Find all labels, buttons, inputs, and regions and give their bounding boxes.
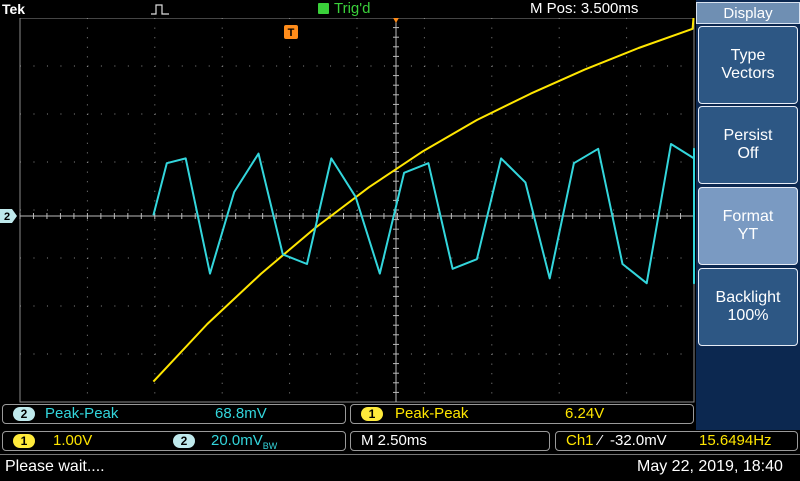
- brand-logo: Tek: [2, 1, 26, 17]
- timebase-value: M 2.50ms: [361, 432, 427, 449]
- format-button-value: YT: [737, 226, 759, 243]
- vertical-settings: 1 1.00V 2 20.0mVBW: [2, 431, 346, 451]
- persist-button-label: Persist: [723, 127, 773, 144]
- backlight-button-value: 100%: [727, 307, 769, 324]
- ch1-scale-badge: 1: [13, 434, 35, 448]
- ch1-measurement-value: 6.24V: [565, 405, 605, 422]
- trigger-setting[interactable]: Ch1 ⁄ -32.0mV 15.6494Hz: [555, 431, 798, 451]
- ch2-ground-marker: 2: [0, 209, 17, 223]
- trigger-level: -32.0mV: [610, 432, 667, 449]
- ch2-measurement-value: 68.8mV: [215, 405, 267, 422]
- bandwidth-limit-indicator: BW: [262, 441, 278, 451]
- ch1-measurement-name: Peak-Peak: [395, 405, 469, 422]
- trigger-status: Trig'd: [334, 0, 371, 17]
- status-message: Please wait....: [5, 458, 105, 475]
- side-menu: Display Type Vectors Persist Off Format …: [696, 0, 800, 430]
- side-menu-title: Display: [696, 2, 800, 24]
- type-button-label: Type: [730, 47, 766, 64]
- acquisition-pulse-icon: [151, 4, 169, 15]
- ch2-trace: [152, 143, 695, 285]
- type-button-value: Vectors: [721, 65, 775, 82]
- ch2-measurement[interactable]: 2 Peak-Peak 68.8mV: [2, 404, 346, 424]
- ch2-scale-badge: 2: [173, 434, 195, 448]
- trigger-frequency: 15.6494Hz: [699, 432, 772, 449]
- format-button-label: Format: [722, 208, 774, 225]
- persist-button[interactable]: Persist Off: [698, 106, 798, 184]
- svg-text:T: T: [288, 27, 295, 39]
- scope-display: T 2: [0, 0, 695, 403]
- format-button[interactable]: Format YT: [698, 187, 798, 265]
- backlight-button-label: Backlight: [715, 289, 781, 306]
- svg-text:2: 2: [4, 211, 10, 223]
- ch1-measurement[interactable]: 1 Peak-Peak 6.24V: [350, 404, 694, 424]
- timebase-setting[interactable]: M 2.50ms: [350, 431, 550, 451]
- trigger-source: Ch1: [566, 432, 594, 449]
- ch2-measurement-name: Peak-Peak: [45, 405, 119, 422]
- backlight-button[interactable]: Backlight 100%: [698, 268, 798, 346]
- ch1-scale[interactable]: 1.00V: [53, 432, 93, 449]
- ch2-scale-value: 20.0mV: [211, 432, 263, 449]
- date-time: May 22, 2019, 18:40: [637, 458, 783, 475]
- trigger-status-icon: [318, 3, 329, 14]
- horizontal-position: M Pos: 3.500ms: [530, 0, 639, 17]
- ch2-scale[interactable]: 20.0mVBW: [211, 432, 277, 455]
- persist-button-value: Off: [737, 145, 759, 162]
- bottom-status-bar: Please wait.... May 22, 2019, 18:40: [0, 454, 800, 481]
- type-button[interactable]: Type Vectors: [698, 26, 798, 104]
- trigger-level-marker: T: [284, 25, 298, 39]
- trigger-slope-icon: ⁄: [599, 432, 602, 449]
- ch2-badge: 2: [13, 407, 35, 421]
- top-status-bar: Tek Trig'd M Pos: 3.500ms: [0, 0, 696, 18]
- ch1-badge: 1: [361, 407, 383, 421]
